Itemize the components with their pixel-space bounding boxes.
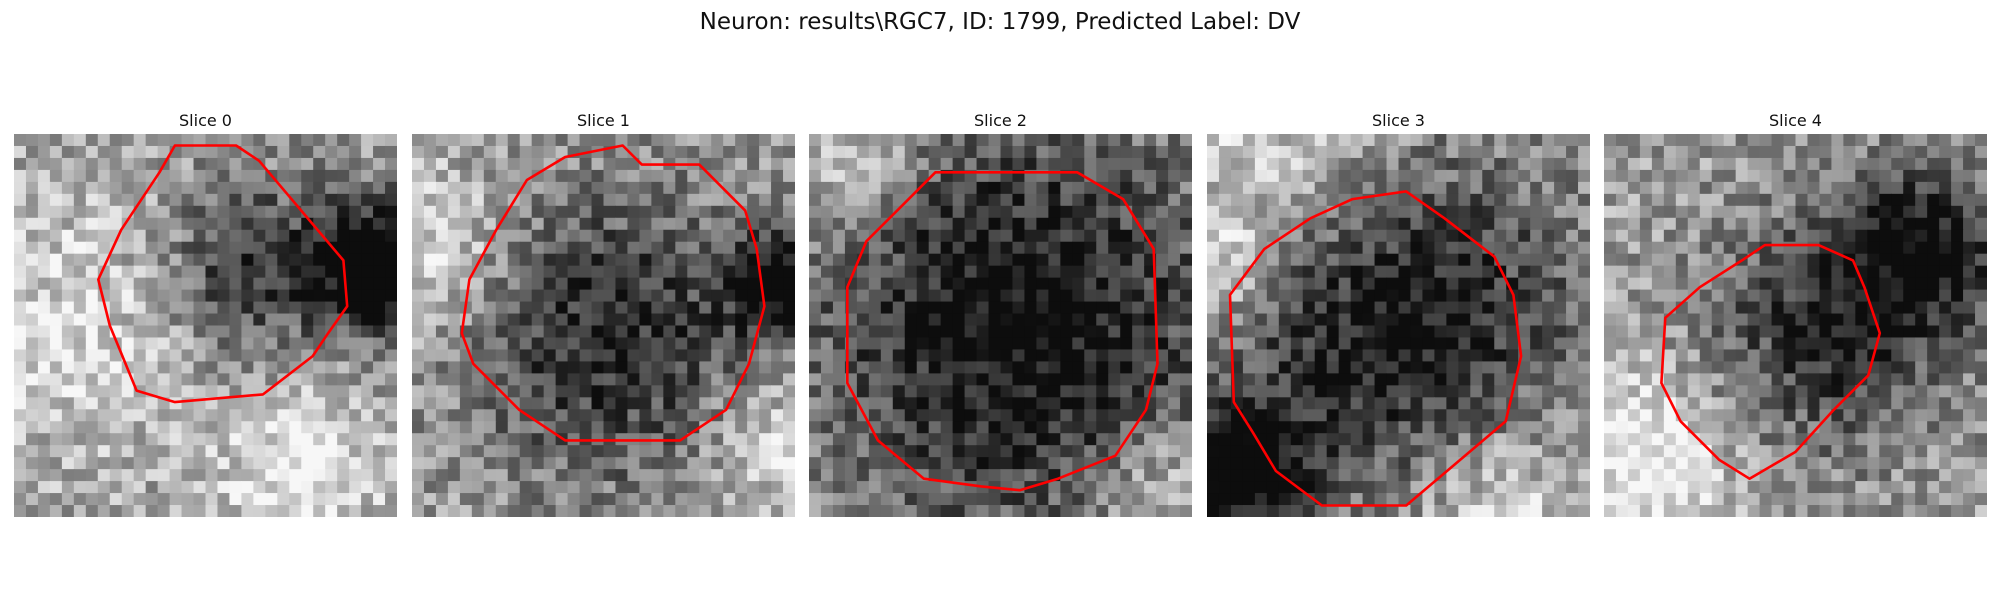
pixel-grid	[809, 134, 1192, 517]
slice-image-1	[412, 134, 795, 517]
slice-title-1: Slice 1	[577, 111, 630, 130]
slice-image-4	[1604, 134, 1987, 517]
slice-panel-2: Slice 2	[809, 108, 1192, 517]
roi-contour	[1660, 243, 1882, 481]
slice-panel-3: Slice 3	[1207, 108, 1590, 517]
slice-image-3	[1207, 134, 1590, 517]
slice-title-4: Slice 4	[1769, 111, 1822, 130]
roi-contour	[1228, 190, 1523, 507]
pixel-grid	[14, 134, 397, 517]
roi-contour	[460, 144, 766, 442]
roi-contour	[845, 170, 1159, 492]
slice-panel-1: Slice 1	[412, 108, 795, 517]
slice-image-0	[14, 134, 397, 517]
slice-panel-0: Slice 0	[14, 108, 397, 517]
slice-image-2	[809, 134, 1192, 517]
slice-title-2: Slice 2	[974, 111, 1027, 130]
slice-title-0: Slice 0	[179, 111, 232, 130]
pixel-grid	[412, 134, 795, 517]
pixel-grid	[1207, 134, 1590, 517]
slice-panel-4: Slice 4	[1604, 108, 1987, 517]
slice-title-3: Slice 3	[1372, 111, 1425, 130]
pixel-grid	[1604, 134, 1987, 517]
roi-contour	[97, 144, 349, 404]
figure-title: Neuron: results\RGC7, ID: 1799, Predicte…	[699, 9, 1301, 35]
